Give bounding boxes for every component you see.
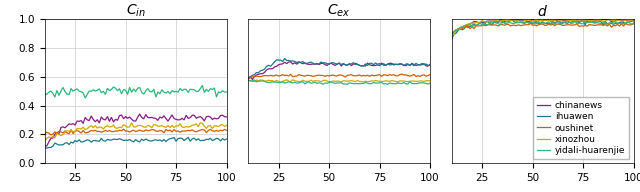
chinanews — [448, 33, 456, 35]
Line: ihuawen: ihuawen — [452, 19, 634, 39]
chinanews — [470, 20, 478, 23]
ihuawen — [448, 38, 456, 40]
yidali-huarenjie — [630, 23, 637, 25]
yidali-huarenjie — [628, 23, 636, 25]
xinozhou — [581, 18, 589, 21]
yidali-huarenjie — [490, 21, 498, 23]
oushinet — [448, 32, 456, 34]
Line: oushinet: oushinet — [452, 23, 634, 33]
xinozhou — [448, 33, 456, 36]
xinozhou — [555, 19, 563, 22]
ihuawen — [490, 21, 498, 23]
oushinet — [604, 25, 611, 27]
yidali-huarenjie — [495, 23, 502, 25]
chinanews — [630, 19, 637, 21]
Title: $C_{ex}$: $C_{ex}$ — [328, 3, 351, 19]
oushinet — [626, 24, 634, 26]
xinozhou — [472, 21, 480, 24]
Title: $d$: $d$ — [538, 4, 548, 19]
ihuawen — [604, 23, 611, 25]
ihuawen — [626, 20, 634, 22]
chinanews — [490, 20, 498, 22]
Line: xinozhou: xinozhou — [452, 19, 634, 34]
ihuawen — [515, 18, 522, 21]
chinanews — [495, 20, 502, 23]
yidali-huarenjie — [604, 23, 611, 25]
Line: yidali-huarenjie: yidali-huarenjie — [452, 21, 634, 34]
Title: $C_{in}$: $C_{in}$ — [125, 3, 146, 19]
xinozhou — [630, 21, 637, 23]
xinozhou — [605, 18, 613, 21]
yidali-huarenjie — [626, 22, 634, 24]
chinanews — [626, 20, 634, 22]
oushinet — [490, 24, 498, 26]
ihuawen — [628, 20, 636, 22]
oushinet — [470, 27, 478, 30]
Line: chinanews: chinanews — [452, 19, 634, 34]
yidali-huarenjie — [499, 20, 506, 22]
yidali-huarenjie — [448, 33, 456, 35]
oushinet — [630, 22, 637, 25]
yidali-huarenjie — [470, 25, 478, 27]
xinozhou — [492, 20, 500, 22]
chinanews — [600, 18, 607, 20]
chinanews — [628, 20, 636, 22]
xinozhou — [628, 19, 636, 21]
Legend: chinanews, ihuawen, oushinet, xinozhou, yidali-huarenjie: chinanews, ihuawen, oushinet, xinozhou, … — [533, 97, 629, 159]
xinozhou — [450, 33, 458, 36]
oushinet — [495, 25, 502, 27]
chinanews — [604, 18, 611, 21]
ihuawen — [630, 21, 637, 23]
ihuawen — [470, 23, 478, 26]
xinozhou — [497, 20, 504, 22]
ihuawen — [495, 21, 502, 23]
oushinet — [628, 23, 636, 26]
oushinet — [527, 22, 534, 25]
